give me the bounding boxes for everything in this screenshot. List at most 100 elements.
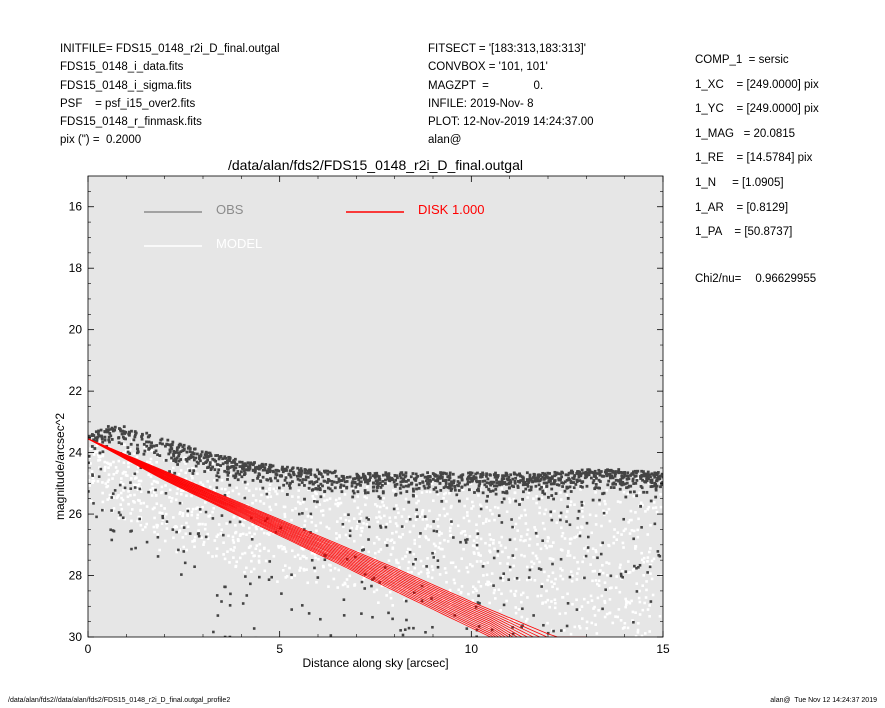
model-point bbox=[297, 495, 300, 499]
obs-point bbox=[582, 471, 585, 475]
model-point bbox=[269, 495, 273, 498]
model-point bbox=[134, 483, 138, 487]
obs-point bbox=[419, 474, 423, 477]
obs-point bbox=[457, 489, 461, 492]
model-point bbox=[565, 493, 569, 497]
model-point bbox=[170, 497, 174, 500]
obs-point bbox=[494, 487, 498, 491]
model-point bbox=[203, 527, 207, 531]
obs-point bbox=[503, 474, 507, 478]
obs-point bbox=[363, 587, 367, 590]
model-point bbox=[375, 516, 378, 519]
obs-point bbox=[527, 576, 531, 579]
obs-point bbox=[426, 471, 429, 475]
model-point bbox=[191, 507, 195, 511]
model-point bbox=[659, 493, 662, 496]
disk-line bbox=[88, 438, 523, 637]
obs-point bbox=[207, 465, 211, 469]
model-point bbox=[570, 579, 574, 583]
obs-point bbox=[460, 474, 464, 478]
obs-point bbox=[476, 471, 479, 475]
model-point bbox=[301, 554, 305, 558]
model-point bbox=[605, 488, 609, 492]
model-point bbox=[90, 500, 93, 503]
model-point bbox=[122, 461, 126, 464]
obs-point bbox=[142, 452, 146, 456]
obs-point bbox=[642, 490, 645, 494]
model-point bbox=[484, 520, 488, 523]
model-point bbox=[383, 541, 387, 544]
model-point bbox=[544, 489, 547, 492]
obs-point bbox=[198, 457, 201, 461]
obs-point bbox=[631, 479, 635, 483]
obs-point bbox=[318, 486, 322, 490]
obs-point bbox=[614, 478, 618, 482]
obs-point bbox=[522, 490, 525, 494]
obs-point bbox=[642, 470, 645, 474]
model-point bbox=[274, 490, 277, 493]
model-point bbox=[520, 535, 523, 538]
model-point bbox=[242, 524, 245, 527]
obs-point bbox=[637, 566, 640, 569]
model-point bbox=[457, 569, 461, 573]
model-point bbox=[640, 558, 644, 562]
obs-point bbox=[649, 475, 652, 479]
model-point bbox=[640, 551, 643, 555]
model-point bbox=[622, 490, 626, 494]
obs-point bbox=[559, 518, 562, 522]
model-point bbox=[519, 538, 522, 542]
model-point bbox=[99, 439, 103, 443]
model-point bbox=[513, 537, 517, 541]
model-point bbox=[536, 594, 540, 598]
obs-point bbox=[658, 477, 662, 480]
model-point bbox=[184, 462, 187, 465]
y-tick-label: 28 bbox=[69, 569, 83, 583]
obs-point bbox=[200, 450, 204, 454]
obs-point bbox=[258, 473, 261, 477]
obs-point bbox=[625, 477, 629, 481]
model-point bbox=[439, 547, 442, 551]
obs-point bbox=[500, 477, 504, 481]
obs-point bbox=[405, 618, 408, 622]
obs-point bbox=[173, 471, 177, 475]
model-point bbox=[632, 494, 636, 498]
model-point bbox=[493, 547, 496, 551]
model-point bbox=[605, 561, 608, 564]
model-point bbox=[643, 601, 646, 605]
obs-point bbox=[204, 455, 208, 459]
model-point bbox=[305, 568, 308, 571]
model-point bbox=[153, 530, 156, 534]
plot-data-group bbox=[88, 425, 663, 637]
obs-point bbox=[410, 481, 414, 485]
obs-point bbox=[267, 578, 271, 581]
obs-point bbox=[522, 480, 526, 484]
obs-point bbox=[234, 466, 238, 470]
obs-point bbox=[418, 482, 422, 485]
obs-point bbox=[404, 599, 408, 603]
model-point bbox=[525, 565, 529, 569]
obs-point bbox=[596, 556, 599, 560]
model-point bbox=[457, 588, 461, 592]
obs-point bbox=[569, 469, 573, 473]
model-point bbox=[377, 538, 381, 541]
obs-point bbox=[145, 440, 148, 444]
obs-point bbox=[307, 468, 311, 472]
obs-point bbox=[271, 469, 275, 473]
obs-point bbox=[496, 475, 500, 479]
obs-point bbox=[350, 484, 354, 488]
model-point bbox=[145, 447, 149, 450]
model-point bbox=[637, 517, 640, 521]
model-point bbox=[325, 498, 329, 502]
obs-point bbox=[122, 425, 126, 429]
model-point bbox=[92, 479, 96, 483]
obs-point bbox=[422, 484, 426, 488]
model-point bbox=[482, 574, 485, 577]
model-point bbox=[450, 504, 453, 508]
obs-point bbox=[633, 564, 636, 568]
model-point bbox=[523, 554, 526, 558]
obs-point bbox=[641, 478, 644, 482]
model-point bbox=[181, 536, 185, 539]
obs-point bbox=[466, 476, 470, 479]
obs-point bbox=[560, 475, 564, 479]
obs-point bbox=[627, 484, 631, 488]
